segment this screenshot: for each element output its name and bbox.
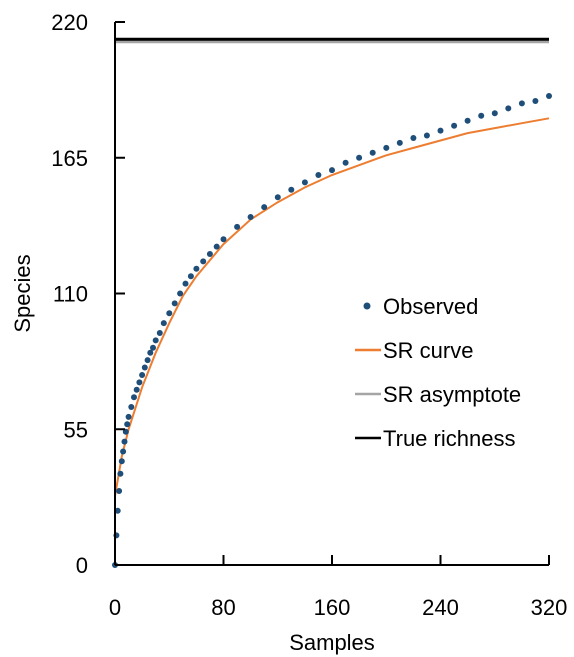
data-point-observed	[423, 132, 430, 139]
data-point-observed	[518, 100, 525, 107]
x-tick-label: 240	[422, 595, 459, 620]
data-point-observed	[114, 507, 121, 514]
data-point-observed	[478, 112, 485, 119]
data-point-observed	[206, 251, 213, 257]
data-point-observed	[451, 122, 458, 129]
data-point-observed	[136, 379, 143, 386]
data-point-observed	[288, 186, 295, 193]
data-point-observed	[171, 300, 178, 307]
y-tick-label: 0	[76, 553, 88, 578]
data-point-observed	[315, 172, 322, 178]
data-point-observed	[383, 144, 390, 151]
data-point-observed	[505, 105, 512, 112]
y-tick-label: 165	[51, 146, 88, 171]
y-tick-label: 55	[64, 417, 88, 442]
series-line-sr-curve	[114, 117, 550, 497]
data-point-observed	[261, 204, 268, 211]
data-point-observed	[124, 421, 131, 428]
data-point-observed	[182, 280, 189, 287]
x-tick-label: 320	[531, 595, 568, 620]
data-point-observed	[491, 110, 498, 117]
data-point-observed	[342, 159, 349, 166]
data-point-observed	[274, 194, 281, 201]
data-point-observed	[200, 258, 207, 265]
data-point-observed	[532, 98, 539, 104]
data-point-observed	[141, 364, 148, 371]
x-tick-label: 80	[211, 595, 235, 620]
data-point-observed	[301, 179, 308, 186]
y-tick-label: 220	[51, 10, 88, 35]
data-point-observed	[369, 149, 376, 156]
data-point-observed	[117, 470, 124, 477]
y-axis-title: Species	[10, 254, 35, 332]
data-point-observed	[410, 135, 417, 141]
data-point-observed	[152, 337, 159, 344]
data-point-observed	[139, 372, 146, 378]
data-point-observed	[120, 448, 127, 455]
data-point-observed	[156, 330, 163, 336]
data-point-observed	[234, 223, 241, 230]
legend-label-sr-asymptote: SR asymptote	[383, 382, 521, 407]
legend: Observed SR curve SR asymptote True richnes…	[355, 294, 521, 451]
x-tick-label: 160	[314, 595, 351, 620]
axes	[114, 21, 550, 566]
data-point-observed	[131, 394, 137, 401]
data-point-observed	[220, 236, 227, 243]
data-point-observed	[133, 386, 140, 393]
x-axis-title: Samples	[289, 630, 375, 655]
data-point-observed	[464, 117, 471, 124]
data-point-observed	[144, 357, 151, 364]
data-point-observed	[166, 310, 173, 317]
data-point-observed	[150, 344, 156, 351]
data-point-observed	[193, 265, 200, 272]
data-point-observed	[329, 167, 335, 174]
legend-label-observed: Observed	[383, 294, 478, 319]
data-point-observed	[546, 93, 552, 99]
data-point-observed	[247, 214, 254, 220]
data-point-observed	[356, 154, 363, 161]
data-point-observed	[160, 320, 167, 327]
data-point-observed	[116, 488, 123, 494]
data-point-observed	[147, 349, 154, 356]
legend-label-sr-curve: SR curve	[383, 338, 473, 363]
legend-marker-observed	[363, 302, 371, 310]
y-tick-label: 110	[53, 282, 88, 307]
x-tick-label: 0	[109, 595, 121, 620]
data-point-observed	[213, 243, 220, 250]
data-point-observed	[128, 404, 135, 410]
tick-labels: 0 80 160 240 320 0 55 110 165 220	[51, 10, 567, 620]
data-point-observed	[437, 127, 444, 134]
data-point-observed	[121, 438, 128, 445]
data-point-observed	[187, 273, 194, 280]
data-point-observed	[118, 458, 125, 465]
data-point-observed	[125, 413, 132, 420]
legend-label-true-richness: True richness	[383, 426, 515, 451]
plot-area	[112, 37, 552, 568]
data-point-observed	[396, 139, 403, 146]
data-point-observed	[177, 290, 184, 297]
